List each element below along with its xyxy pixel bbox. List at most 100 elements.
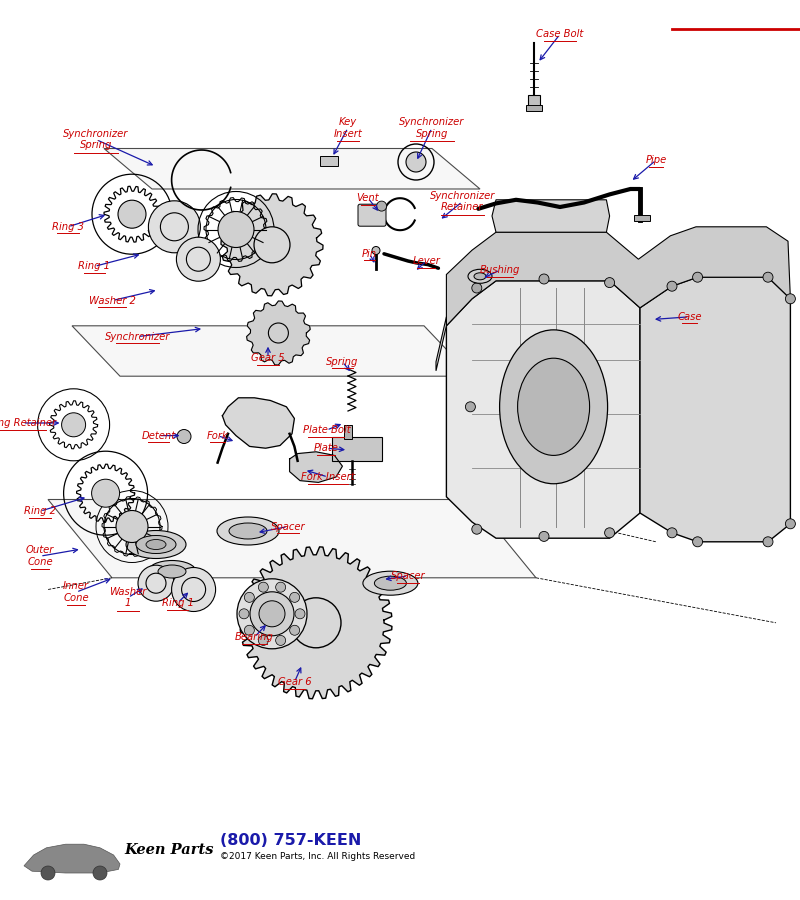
Ellipse shape bbox=[374, 576, 406, 590]
Text: Vent: Vent bbox=[357, 193, 379, 203]
Circle shape bbox=[786, 293, 795, 304]
Circle shape bbox=[763, 272, 773, 283]
Text: Bushing: Bushing bbox=[480, 265, 520, 275]
Circle shape bbox=[605, 277, 614, 288]
Circle shape bbox=[259, 601, 285, 626]
Circle shape bbox=[268, 323, 288, 343]
Circle shape bbox=[763, 536, 773, 547]
Text: Ring 2: Ring 2 bbox=[24, 506, 56, 517]
Circle shape bbox=[539, 531, 549, 542]
Text: Spacer: Spacer bbox=[390, 571, 426, 581]
Text: ©2017 Keen Parts, Inc. All Rights Reserved: ©2017 Keen Parts, Inc. All Rights Reserv… bbox=[220, 852, 415, 861]
Circle shape bbox=[186, 248, 210, 271]
Circle shape bbox=[41, 866, 55, 880]
Circle shape bbox=[254, 227, 290, 263]
Text: Ring Retainer: Ring Retainer bbox=[0, 418, 57, 428]
Ellipse shape bbox=[148, 561, 196, 582]
Bar bbox=[333, 436, 382, 461]
Circle shape bbox=[138, 565, 174, 601]
Circle shape bbox=[93, 866, 107, 880]
Text: Bearing: Bearing bbox=[235, 632, 274, 643]
Circle shape bbox=[605, 527, 614, 538]
Bar bbox=[320, 156, 338, 166]
Circle shape bbox=[667, 281, 677, 292]
Circle shape bbox=[406, 152, 426, 172]
Bar bbox=[344, 425, 352, 439]
Circle shape bbox=[182, 578, 206, 601]
Circle shape bbox=[466, 401, 475, 412]
Circle shape bbox=[244, 626, 254, 635]
Bar bbox=[634, 215, 650, 221]
Ellipse shape bbox=[474, 273, 486, 280]
Polygon shape bbox=[246, 301, 310, 365]
Polygon shape bbox=[48, 500, 536, 578]
Ellipse shape bbox=[468, 269, 492, 284]
Text: Fork: Fork bbox=[206, 430, 229, 441]
Circle shape bbox=[258, 635, 268, 645]
Polygon shape bbox=[240, 547, 392, 698]
Circle shape bbox=[290, 626, 300, 635]
Circle shape bbox=[667, 527, 677, 538]
Circle shape bbox=[291, 598, 341, 648]
Polygon shape bbox=[104, 148, 480, 189]
Ellipse shape bbox=[229, 523, 267, 539]
Text: Synchronizer
Spring: Synchronizer Spring bbox=[63, 129, 129, 150]
Polygon shape bbox=[72, 326, 472, 376]
Bar bbox=[526, 104, 542, 111]
Circle shape bbox=[146, 573, 166, 593]
Text: Ring 1: Ring 1 bbox=[78, 261, 110, 272]
Text: Synchronizer: Synchronizer bbox=[105, 331, 170, 342]
Text: Gear 5: Gear 5 bbox=[251, 353, 285, 364]
Circle shape bbox=[786, 518, 795, 529]
Circle shape bbox=[295, 608, 305, 619]
Polygon shape bbox=[446, 227, 790, 326]
Polygon shape bbox=[222, 398, 294, 448]
Text: Case: Case bbox=[678, 311, 702, 322]
Circle shape bbox=[171, 568, 216, 611]
Text: Ring 3: Ring 3 bbox=[52, 221, 84, 232]
Circle shape bbox=[290, 592, 300, 602]
Text: Plate: Plate bbox=[314, 443, 339, 454]
Circle shape bbox=[472, 283, 482, 293]
Text: Keen Parts: Keen Parts bbox=[124, 843, 214, 858]
Circle shape bbox=[258, 582, 268, 592]
Text: Synchronizer
Spring: Synchronizer Spring bbox=[399, 117, 465, 139]
Circle shape bbox=[218, 212, 254, 248]
Circle shape bbox=[250, 592, 294, 635]
Ellipse shape bbox=[217, 517, 279, 545]
Text: Lever: Lever bbox=[413, 256, 440, 266]
Polygon shape bbox=[290, 452, 342, 482]
Circle shape bbox=[118, 200, 146, 229]
Circle shape bbox=[92, 479, 120, 508]
Text: Washer
1: Washer 1 bbox=[110, 587, 146, 608]
Text: Case Bolt: Case Bolt bbox=[536, 29, 584, 40]
Circle shape bbox=[62, 413, 86, 436]
Polygon shape bbox=[446, 281, 640, 538]
Ellipse shape bbox=[146, 539, 166, 550]
Text: Ring 1: Ring 1 bbox=[162, 598, 194, 608]
Polygon shape bbox=[221, 194, 323, 296]
Circle shape bbox=[693, 536, 702, 547]
Ellipse shape bbox=[363, 572, 418, 595]
Circle shape bbox=[372, 247, 380, 255]
Text: Plate Bolt: Plate Bolt bbox=[302, 425, 350, 436]
Text: Spacer: Spacer bbox=[270, 521, 306, 532]
Circle shape bbox=[276, 582, 286, 592]
Ellipse shape bbox=[518, 358, 590, 455]
Circle shape bbox=[176, 238, 221, 281]
Circle shape bbox=[239, 608, 249, 619]
Circle shape bbox=[276, 635, 286, 645]
Circle shape bbox=[472, 524, 482, 535]
Circle shape bbox=[160, 212, 189, 241]
Text: Inner
Cone: Inner Cone bbox=[63, 581, 89, 603]
Bar bbox=[528, 94, 541, 106]
Text: Pin: Pin bbox=[362, 248, 377, 259]
Text: Washer 2: Washer 2 bbox=[89, 295, 135, 306]
Ellipse shape bbox=[126, 530, 186, 559]
Text: Pipe: Pipe bbox=[646, 155, 666, 166]
Text: Synchronizer
Retainer: Synchronizer Retainer bbox=[430, 191, 495, 212]
Circle shape bbox=[237, 579, 307, 649]
Text: Outer
Cone: Outer Cone bbox=[26, 545, 54, 567]
Text: Detent: Detent bbox=[142, 430, 175, 441]
Polygon shape bbox=[640, 277, 790, 542]
